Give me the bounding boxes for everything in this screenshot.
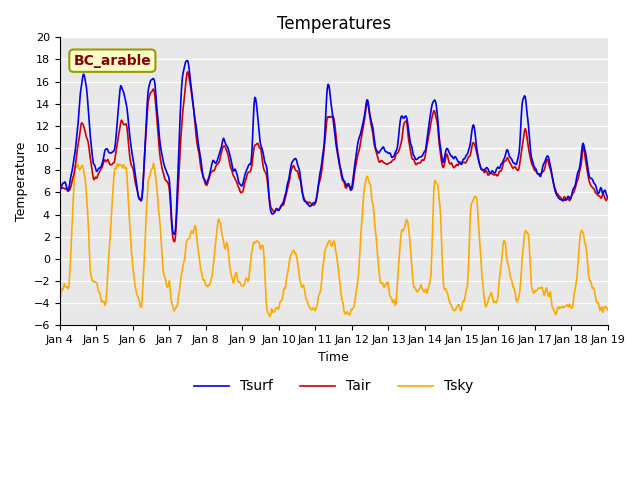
Tsurf <box>402 113 410 119</box>
Tsky <box>179 266 186 272</box>
Tsurf <box>179 74 186 80</box>
Tsurf <box>183 58 191 63</box>
Line: Tsurf: Tsurf <box>60 60 607 234</box>
Tair <box>402 119 410 124</box>
Tair <box>184 69 191 74</box>
Tsky <box>207 275 215 281</box>
Tair <box>179 113 186 119</box>
Tsurf <box>418 154 426 159</box>
Line: Tsky: Tsky <box>60 163 607 317</box>
Tsky <box>418 285 426 290</box>
Legend: Tsurf, Tair, Tsky: Tsurf, Tair, Tsky <box>188 374 479 399</box>
Tair <box>208 168 216 174</box>
Tair <box>418 157 426 163</box>
Y-axis label: Temperature: Temperature <box>15 142 28 221</box>
Tsurf <box>66 181 74 187</box>
Title: Temperatures: Temperatures <box>276 15 391 33</box>
Tsurf <box>56 188 63 193</box>
Tair <box>122 121 130 127</box>
Tsky <box>266 314 274 320</box>
Line: Tair: Tair <box>60 72 607 242</box>
Tsurf <box>170 231 178 237</box>
Text: BC_arable: BC_arable <box>74 54 151 68</box>
Tsurf <box>208 160 216 166</box>
Tair <box>66 187 74 192</box>
X-axis label: Time: Time <box>318 350 349 363</box>
Tsky <box>122 164 130 170</box>
Tair <box>170 239 178 245</box>
Tair <box>604 195 611 201</box>
Tsurf <box>122 100 130 106</box>
Tsky <box>66 273 74 278</box>
Tsky <box>402 220 410 226</box>
Tair <box>56 183 63 189</box>
Tsky <box>56 298 63 304</box>
Tsky <box>604 307 611 312</box>
Tsurf <box>604 194 611 200</box>
Tsky <box>150 160 157 166</box>
